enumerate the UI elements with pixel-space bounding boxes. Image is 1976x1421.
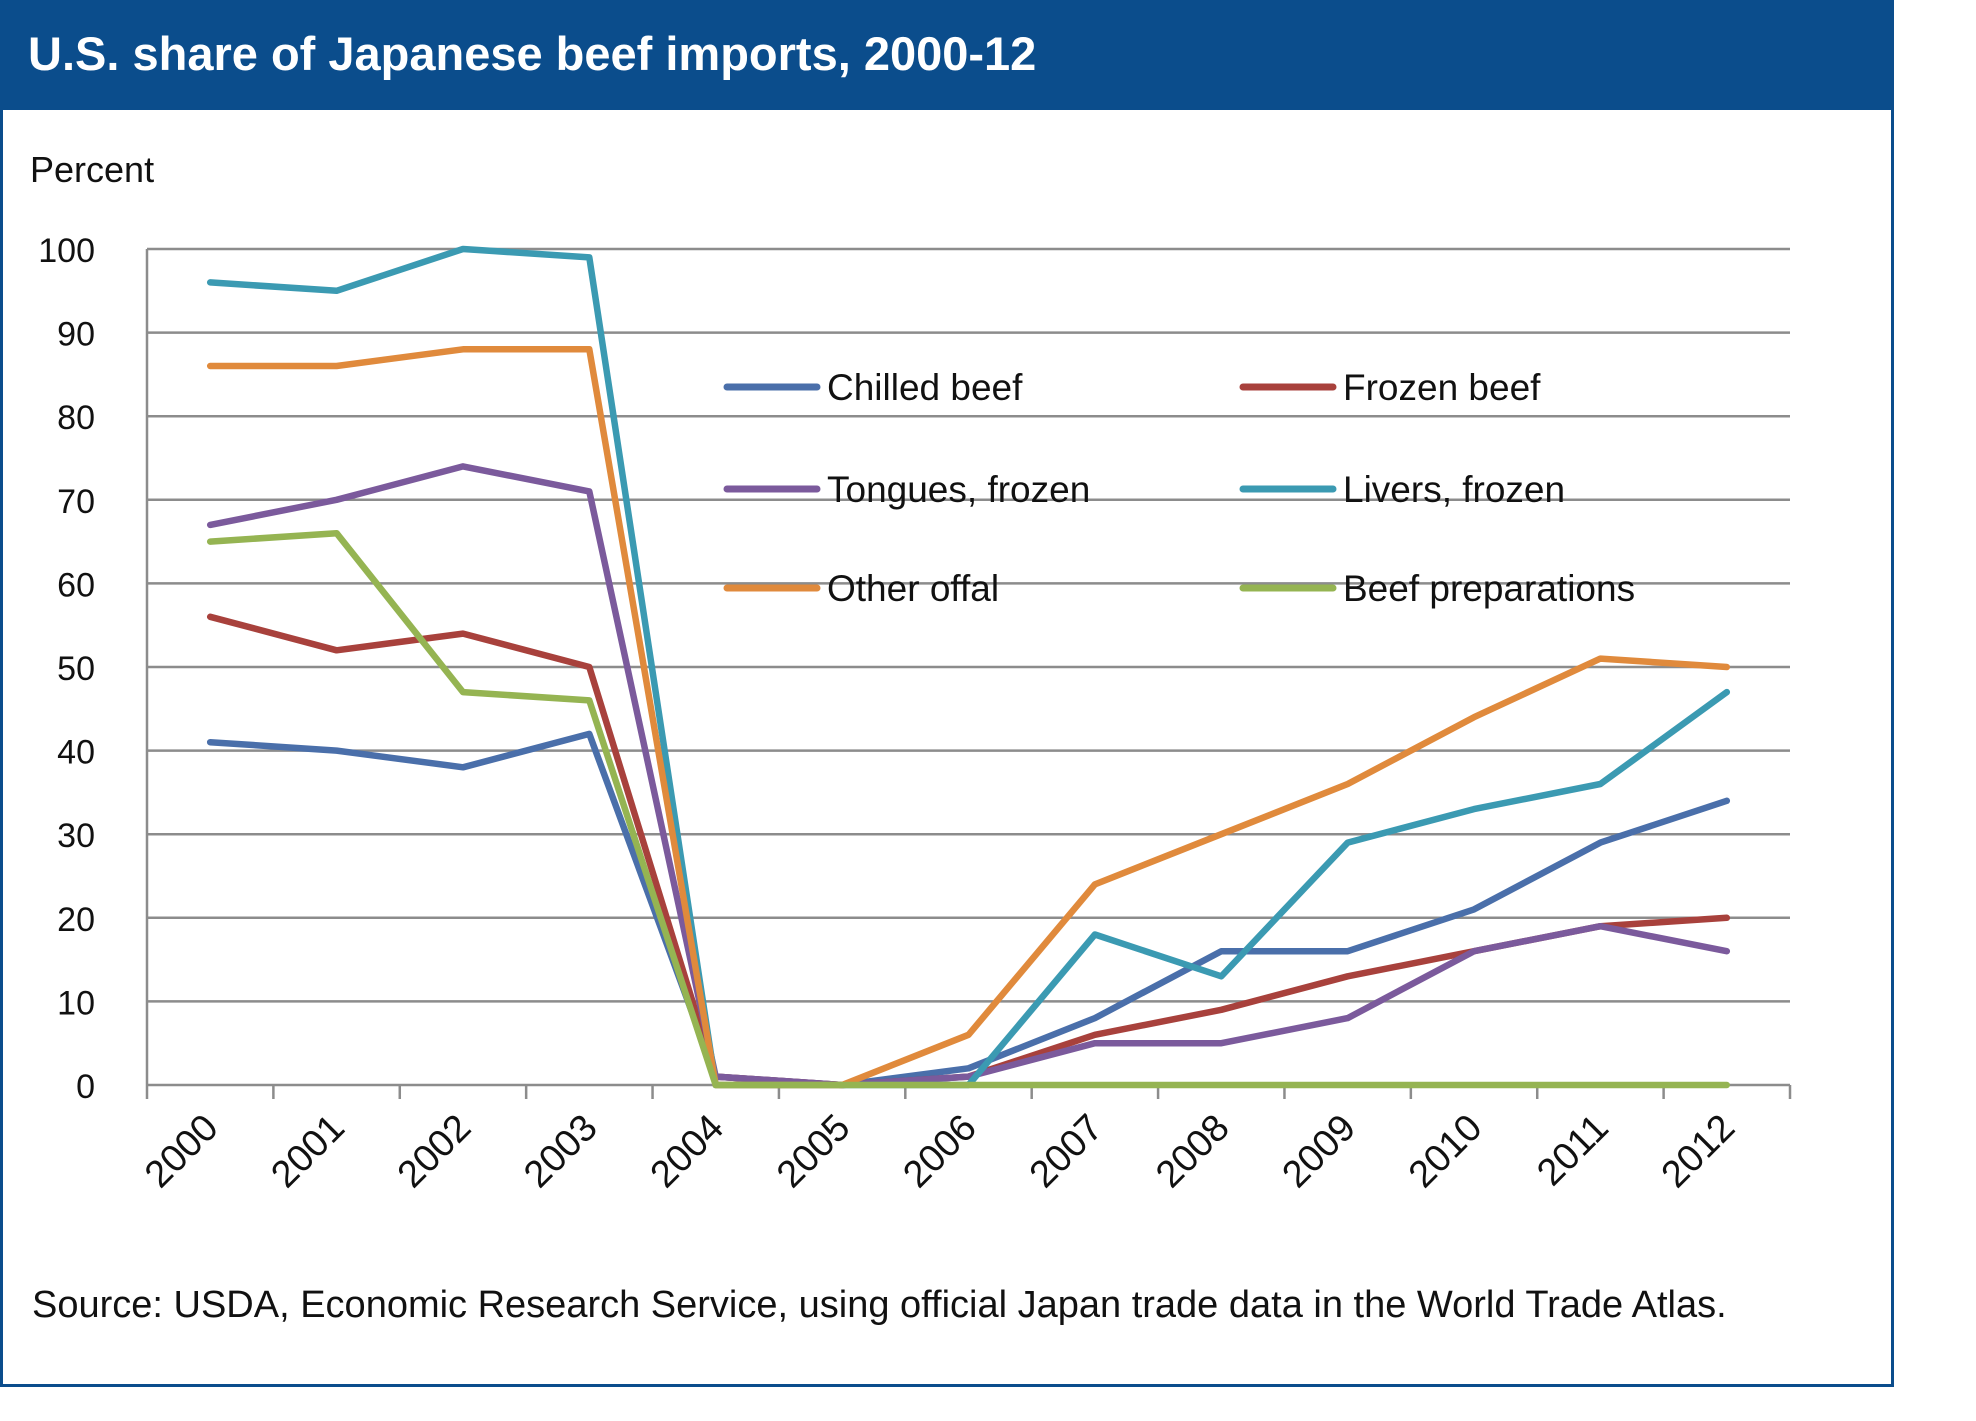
y-tick-label: 10 <box>57 984 95 1022</box>
source-note: Source: USDA, Economic Research Service,… <box>32 1284 1727 1326</box>
x-tick-label: 2011 <box>1529 1107 1616 1194</box>
series-lines <box>206 245 1731 1089</box>
series-line <box>206 613 1731 1089</box>
y-tick-label: 30 <box>57 817 95 855</box>
y-tick-label: 70 <box>57 483 95 521</box>
legend-label: Livers, frozen <box>1343 469 1565 510</box>
title-bar: U.S. share of Japanese beef imports, 200… <box>0 0 1894 110</box>
x-tick-label: 2001 <box>263 1107 352 1196</box>
legend-label: Other offal <box>827 568 999 609</box>
x-tick-label: 2012 <box>1654 1107 1743 1196</box>
x-tick-label: 2006 <box>895 1107 984 1196</box>
y-tick-label: 20 <box>57 901 95 939</box>
y-tick-label: 100 <box>38 232 95 270</box>
x-tick-label: 2010 <box>1401 1107 1490 1196</box>
y-tick-label: 80 <box>57 399 95 437</box>
y-tick-label: 40 <box>57 734 95 772</box>
x-tick-label: 2004 <box>643 1107 732 1196</box>
series-line <box>206 463 1731 1089</box>
y-tick-label: 0 <box>76 1068 95 1106</box>
series-line <box>206 346 1731 1089</box>
legend-label: Chilled beef <box>827 367 1023 408</box>
x-tick-label: 2008 <box>1148 1107 1237 1196</box>
gridlines <box>147 247 1790 1003</box>
x-tick-label: 2009 <box>1275 1107 1364 1196</box>
legend-label: Frozen beef <box>1343 367 1541 408</box>
chart-title: U.S. share of Japanese beef imports, 200… <box>28 27 1037 80</box>
y-tick-label: 90 <box>57 316 95 354</box>
x-tick-label: 2005 <box>769 1107 858 1196</box>
y-tick-label: 60 <box>57 566 95 604</box>
chart-frame <box>0 0 1894 1387</box>
x-tick-label: 2003 <box>516 1107 605 1196</box>
x-tick-label: 2007 <box>1022 1107 1111 1196</box>
x-tick-label: 2000 <box>137 1107 226 1196</box>
series-line <box>206 529 1731 1089</box>
legend: Chilled beef Frozen beef Tongues, frozen Li… <box>723 367 1635 609</box>
legend-label: Beef preparations <box>1343 568 1635 609</box>
series-line <box>206 730 1731 1089</box>
y-tick-label: 50 <box>57 650 95 688</box>
legend-label: Tongues, frozen <box>827 469 1090 510</box>
y-axis-label: Percent <box>30 149 154 190</box>
x-tick-label: 2002 <box>390 1107 479 1196</box>
